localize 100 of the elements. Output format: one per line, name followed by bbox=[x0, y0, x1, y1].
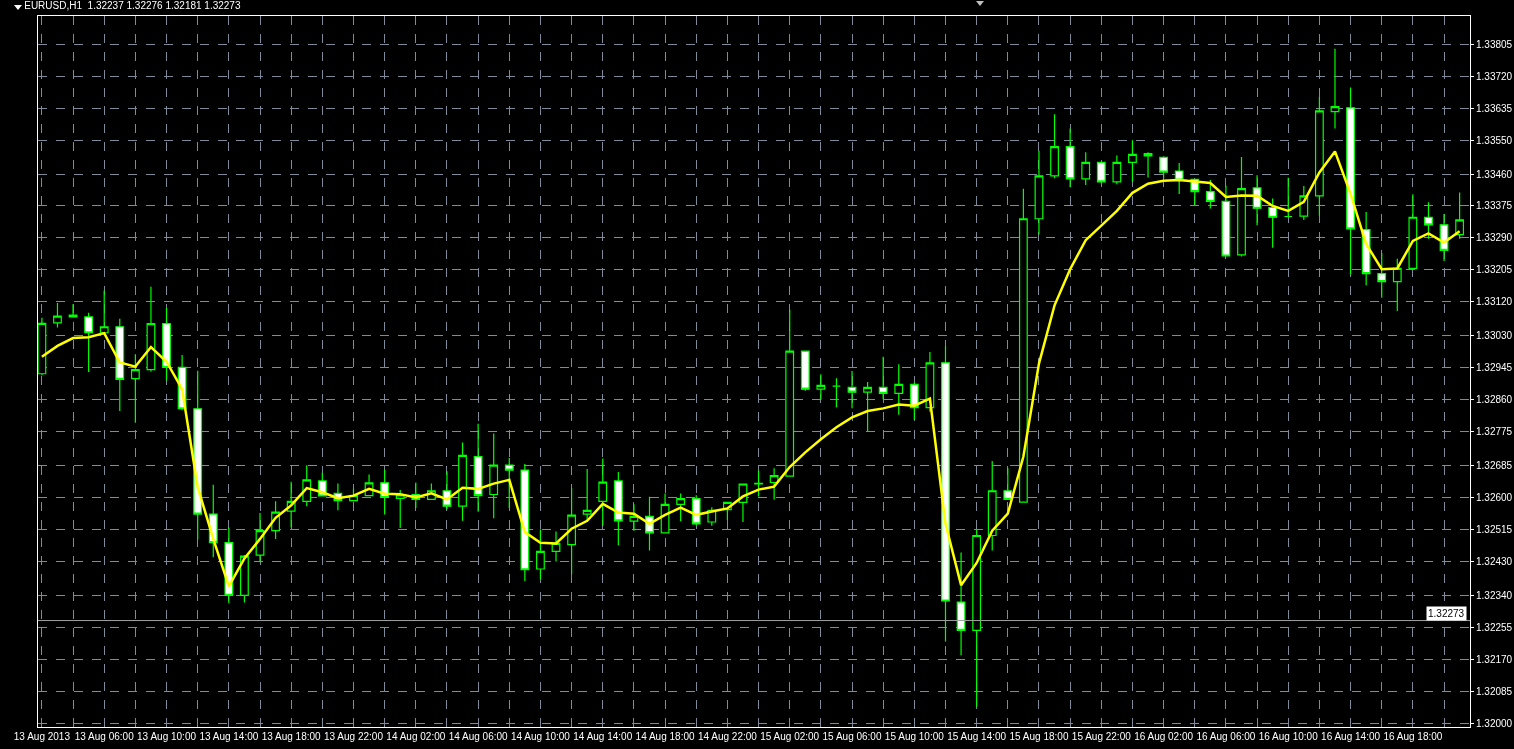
x-tick-label: 15 Aug 02:00 bbox=[760, 731, 820, 742]
candlestick bbox=[1424, 201, 1433, 240]
candlestick bbox=[68, 303, 78, 318]
y-tick-label: 1.32775 bbox=[1476, 426, 1513, 438]
candlestick bbox=[1392, 258, 1402, 312]
candlestick bbox=[84, 312, 94, 373]
y-tick-label: 1.33120 bbox=[1476, 296, 1513, 308]
candlestick bbox=[660, 492, 670, 534]
x-tick-label: 16 Aug 18:00 bbox=[1383, 731, 1443, 742]
candlestick bbox=[146, 286, 156, 373]
candlestick bbox=[1377, 252, 1387, 299]
candlestick bbox=[1096, 161, 1106, 184]
y-tick-label: 1.33460 bbox=[1476, 168, 1513, 180]
candlestick bbox=[1174, 162, 1184, 195]
candlestick bbox=[769, 467, 779, 501]
candlestick bbox=[676, 492, 686, 522]
x-tick-label: 13 Aug 22:00 bbox=[324, 731, 384, 742]
candlestick bbox=[1205, 179, 1215, 210]
candlestick bbox=[613, 471, 623, 546]
candlestick bbox=[115, 318, 125, 412]
candlestick bbox=[816, 373, 826, 401]
candlestick bbox=[800, 350, 810, 392]
candlestick bbox=[1346, 86, 1355, 276]
candlestick bbox=[551, 530, 561, 563]
x-tick-label: 15 Aug 22:00 bbox=[1071, 731, 1132, 742]
y-tick-label: 1.33030 bbox=[1476, 330, 1513, 342]
y-tick-label: 1.33805 bbox=[1476, 38, 1513, 50]
x-tick-label: 13 Aug 06:00 bbox=[74, 731, 135, 742]
candlestick bbox=[53, 302, 62, 329]
candlestick bbox=[489, 432, 499, 519]
candlestick bbox=[395, 489, 405, 529]
x-tick-label: 13 Aug 10:00 bbox=[137, 731, 197, 742]
x-tick-label: 14 Aug 02:00 bbox=[386, 731, 446, 742]
candlestick bbox=[1050, 113, 1059, 179]
x-tick-label: 14 Aug 22:00 bbox=[697, 731, 758, 742]
candlestick bbox=[1112, 154, 1122, 185]
x-tick-label: 16 Aug 10:00 bbox=[1258, 731, 1319, 742]
y-tick-label: 1.32340 bbox=[1476, 589, 1513, 601]
candlestick bbox=[567, 487, 577, 575]
candlestick bbox=[1237, 156, 1246, 257]
y-tick-label: 1.33720 bbox=[1476, 70, 1513, 82]
candlestick bbox=[1018, 188, 1028, 503]
y-tick-label: 1.33205 bbox=[1476, 264, 1513, 276]
candlestick bbox=[629, 503, 639, 532]
x-tick-label: 14 Aug 18:00 bbox=[635, 731, 695, 742]
y-tick-label: 1.32945 bbox=[1476, 362, 1513, 374]
x-tick-label: 14 Aug 10:00 bbox=[510, 731, 571, 742]
candlestick bbox=[1283, 177, 1293, 218]
candlestick bbox=[863, 381, 873, 432]
y-tick-label: 1.32685 bbox=[1476, 460, 1513, 472]
x-tick-label: 13 Aug 2013 bbox=[13, 731, 71, 742]
y-tick-label: 1.32085 bbox=[1476, 685, 1513, 697]
candlestick bbox=[1128, 139, 1137, 183]
candlestick bbox=[1034, 150, 1044, 236]
x-tick-label: 14 Aug 14:00 bbox=[573, 731, 633, 742]
x-tick-label: 15 Aug 14:00 bbox=[947, 731, 1007, 742]
candlestick bbox=[1065, 127, 1075, 188]
y-tick-label: 1.32860 bbox=[1476, 394, 1513, 406]
candlestick bbox=[972, 529, 982, 708]
y-tick-label: 1.32515 bbox=[1476, 524, 1513, 535]
ref-line-label: 1.32273 bbox=[1428, 608, 1465, 619]
y-tick-label: 1.33550 bbox=[1476, 134, 1513, 146]
candlestick bbox=[1159, 155, 1169, 179]
candlestick bbox=[240, 554, 249, 604]
line-series bbox=[40, 150, 1461, 588]
candlestick bbox=[1314, 96, 1324, 217]
candlestick bbox=[1252, 174, 1262, 226]
y-tick-label: 1.33290 bbox=[1476, 232, 1513, 244]
candlestick bbox=[1003, 467, 1013, 500]
x-tick-label: 13 Aug 18:00 bbox=[261, 731, 322, 742]
x-tick-label: 16 Aug 06:00 bbox=[1196, 731, 1256, 742]
candlestick bbox=[878, 356, 888, 400]
x-tick-label: 16 Aug 02:00 bbox=[1134, 731, 1194, 742]
candlestick bbox=[504, 457, 514, 509]
candlestick bbox=[1221, 185, 1231, 257]
candlestick bbox=[1330, 48, 1340, 130]
y-tick-label: 1.32255 bbox=[1476, 621, 1513, 633]
x-tick-label: 13 Aug 14:00 bbox=[199, 731, 259, 742]
candlestick bbox=[894, 363, 904, 416]
candlestick bbox=[754, 469, 763, 497]
candlestick bbox=[987, 460, 997, 552]
candlestick bbox=[520, 463, 530, 582]
candlestick bbox=[473, 423, 483, 513]
candlestick bbox=[38, 317, 47, 376]
candlestick bbox=[1081, 151, 1091, 186]
y-tick-label: 1.32000 bbox=[1476, 717, 1513, 729]
y-tick-label: 1.32170 bbox=[1476, 653, 1513, 665]
candlestick bbox=[1455, 191, 1465, 240]
candlestick bbox=[832, 377, 841, 408]
y-tick-label: 1.32600 bbox=[1476, 492, 1513, 504]
candlestick bbox=[458, 442, 467, 522]
candlestick bbox=[162, 307, 171, 382]
candlestick bbox=[785, 309, 795, 477]
x-tick-label: 15 Aug 18:00 bbox=[1009, 731, 1069, 742]
y-tick-label: 1.32430 bbox=[1476, 555, 1513, 567]
candlestick bbox=[130, 353, 140, 424]
candlestick bbox=[1408, 193, 1418, 270]
candlestick bbox=[582, 468, 592, 522]
candlestick bbox=[1268, 197, 1278, 249]
candlestick bbox=[1143, 151, 1153, 178]
